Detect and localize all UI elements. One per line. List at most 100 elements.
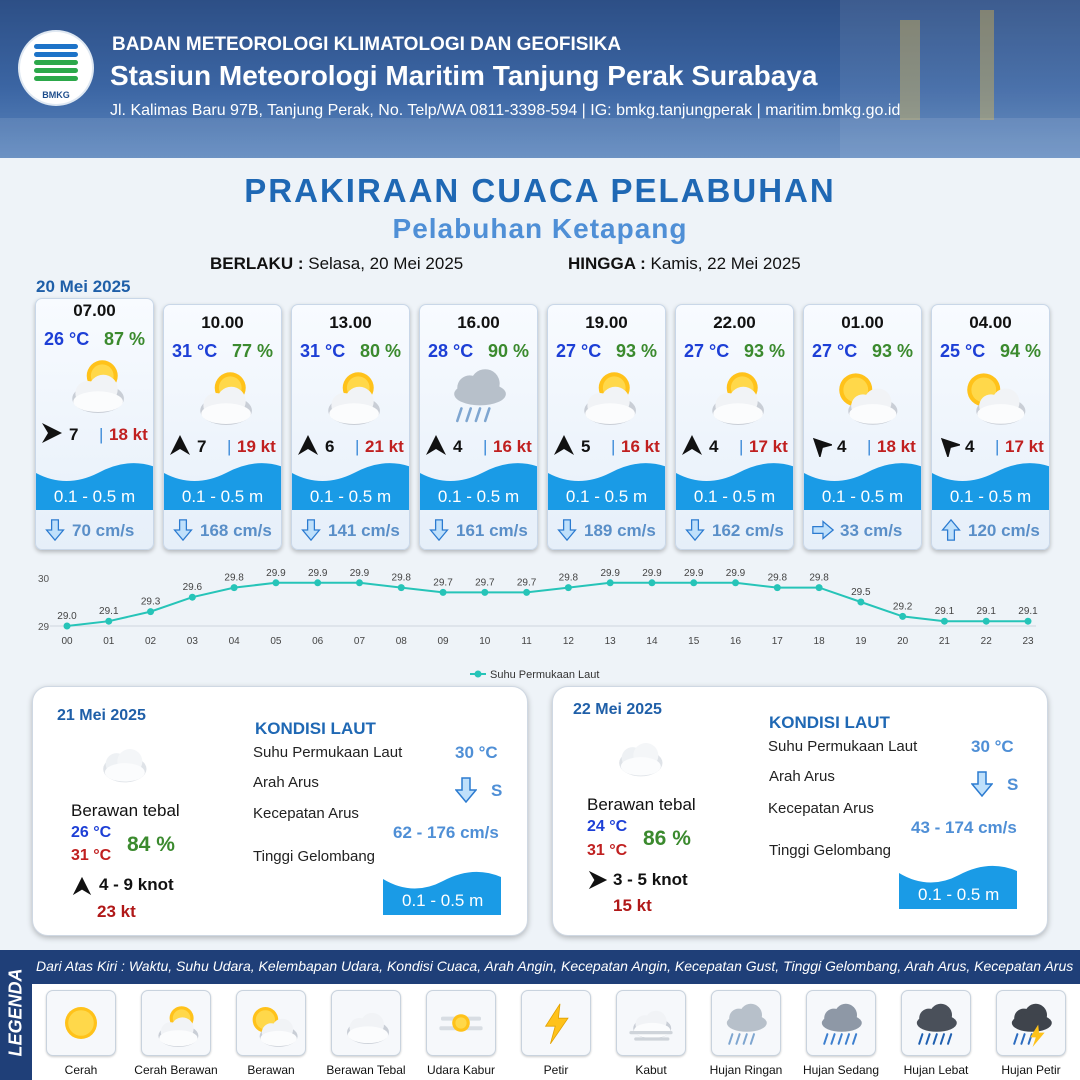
- forecast-card: 01.00 27 °C 93 % 4 | 18 kt 0.1 - 0.5 m 33 cm/s: [803, 304, 922, 550]
- current-dir-label: Arah Arus: [253, 774, 319, 791]
- day-panel-date: 21 Mei 2025: [57, 707, 146, 724]
- arrow-down-icon: [429, 519, 449, 541]
- x-tick-label: 17: [772, 636, 784, 647]
- data-point: [732, 579, 740, 587]
- humidity: 87 %: [103, 329, 145, 349]
- current-speed: 161 cm/s: [456, 521, 528, 540]
- temp-max: 31 °C: [71, 847, 112, 864]
- valid-from-label: BERLAKU :: [210, 254, 304, 273]
- udara-kabur-icon: [439, 1014, 483, 1032]
- wind-speed: 4: [453, 437, 463, 456]
- data-label: 29.1: [1018, 606, 1038, 617]
- x-tick-label: 22: [981, 636, 993, 647]
- data-point: [606, 579, 614, 587]
- arrow-east-icon: [588, 870, 608, 890]
- current-speed-label: Kecepatan Arus: [768, 800, 874, 817]
- wave-height: 0.1 - 0.5 m: [437, 487, 520, 506]
- hujan-ringan-icon: [454, 369, 506, 423]
- hujan-petir-icon: [1011, 1003, 1052, 1047]
- data-label: 29.7: [433, 577, 453, 588]
- data-label: 29.9: [308, 568, 328, 579]
- temp-min: 24 °C: [587, 818, 628, 835]
- forecast-card: 13.00 31 °C 80 % 6 | 21 kt 0.1 - 0.5 m 141 cm/s: [291, 304, 410, 550]
- data-label: 29.8: [559, 573, 579, 584]
- separator: |: [611, 437, 616, 456]
- forecast-time: 19.00: [585, 313, 628, 332]
- separator: |: [99, 425, 104, 444]
- data-label: 29.8: [809, 573, 829, 584]
- x-tick-label: 14: [646, 636, 658, 647]
- data-label: 29.9: [600, 568, 620, 579]
- forecast-time: 16.00: [457, 313, 500, 332]
- data-point: [857, 598, 865, 606]
- x-tick-label: 13: [605, 636, 617, 647]
- berawan-tebal-icon: [619, 743, 663, 777]
- wind-speed: 4: [837, 437, 847, 456]
- air-temperature: 31 °C: [300, 341, 346, 361]
- separator: |: [739, 437, 744, 456]
- humidity: 84 %: [127, 833, 175, 856]
- day1-date: 20 Mei 2025: [36, 277, 131, 296]
- data-point: [773, 584, 781, 592]
- x-tick-label: 11: [521, 636, 532, 647]
- x-tick-label: 12: [563, 636, 575, 647]
- page-subtitle: Pelabuhan Ketapang: [392, 213, 688, 244]
- air-temperature: 28 °C: [428, 341, 474, 361]
- station-address: Jl. Kalimas Baru 97B, Tanjung Perak, No.…: [110, 102, 901, 119]
- data-label: 29.9: [350, 568, 370, 579]
- legend-item: [711, 990, 781, 1056]
- wave-height: 0.1 - 0.5 m: [181, 487, 264, 506]
- sst-value: 30 °C: [455, 743, 498, 762]
- x-tick-label: 15: [688, 636, 700, 647]
- data-label: 29.9: [266, 568, 286, 579]
- data-point: [564, 584, 572, 592]
- page-title: PRAKIRAAN CUACA PELABUHAN: [244, 172, 836, 209]
- wave-height: 0.1 - 0.5 m: [309, 487, 392, 506]
- wave-value: 0.1 - 0.5 m: [402, 891, 484, 910]
- wave-height: 0.1 - 0.5 m: [53, 487, 136, 506]
- data-point: [272, 579, 280, 587]
- valid-from: BERLAKU : Selasa, 20 Mei 2025: [210, 254, 463, 274]
- cerah-berawan-icon: [712, 372, 764, 425]
- legend-item-label: Hujan Petir: [1001, 1063, 1061, 1077]
- legend-description: Dari Atas Kiri : Waktu, Suhu Udara, Kele…: [36, 958, 1074, 974]
- forecast-card: 19.00 27 °C 93 % 5 | 16 kt 0.1 - 0.5 m 189 cm/s: [547, 304, 666, 550]
- arrow-northwest-icon: [812, 437, 832, 457]
- legend-item-label: Kabut: [635, 1063, 667, 1077]
- air-temperature: 26 °C: [44, 329, 90, 349]
- legend-side-title: LEGENDA: [0, 950, 32, 1080]
- data-point: [147, 608, 155, 616]
- arrow-down-icon: [685, 519, 705, 541]
- air-temperature: 31 °C: [172, 341, 218, 361]
- day-panel-2: 22 Mei 2025 Berawan tebal 24 °C 31 °C 86…: [552, 686, 1048, 936]
- current-dir-label: Arah Arus: [769, 768, 835, 785]
- agency-name: BADAN METEOROLOGI KLIMATOLOGI DAN GEOFIS…: [112, 34, 622, 55]
- arrow-east-icon: [42, 423, 62, 443]
- bmkg-logo: BMKG: [20, 32, 92, 104]
- x-tick-label: 01: [103, 636, 115, 647]
- arrow-down-icon: [301, 519, 321, 541]
- x-tick-label: 21: [939, 636, 951, 647]
- x-tick-label: 03: [187, 636, 199, 647]
- wave-height: 0.1 - 0.5 m: [949, 487, 1032, 506]
- data-label: 29.5: [851, 587, 871, 598]
- data-label: 29.7: [517, 577, 537, 588]
- data-label: 29.8: [768, 573, 788, 584]
- forecast-time: 01.00: [841, 313, 884, 332]
- y-tick-label: 29: [38, 622, 50, 633]
- wave-shape-icon: [420, 463, 537, 510]
- cerah-berawan-icon: [72, 360, 124, 413]
- data-label: 29.6: [183, 582, 203, 593]
- humidity: 90 %: [487, 341, 529, 361]
- data-point: [105, 617, 113, 625]
- arrow-down-icon: [971, 771, 993, 797]
- wind-gust: 15 kt: [613, 896, 652, 915]
- gust-speed: 21 kt: [365, 437, 404, 456]
- data-label: 29.9: [684, 568, 704, 579]
- legend-item-label: Udara Kabur: [426, 1063, 496, 1077]
- separator: |: [867, 437, 872, 456]
- arrow-right-icon: [812, 520, 834, 540]
- legend-item-label: Berawan Tebal: [326, 1063, 406, 1077]
- berawan-icon: [967, 373, 1026, 425]
- cerah-berawan-icon: [158, 1006, 199, 1047]
